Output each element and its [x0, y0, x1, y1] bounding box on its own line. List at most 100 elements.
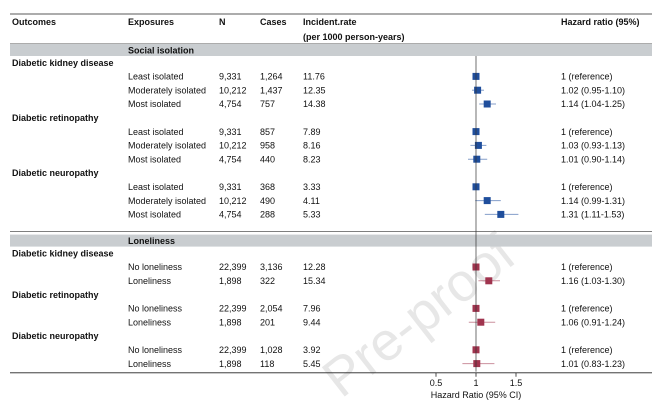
- cases-value: 958: [260, 141, 275, 151]
- hazard-ratio-label: 1 (reference): [561, 345, 613, 355]
- hazard-ratio-label: 1.01 (0.83-1.23): [561, 359, 625, 369]
- outcome-label: Diabetic retinopathy: [12, 290, 99, 300]
- rate-value: 5.33: [303, 210, 321, 220]
- rate-value: 11.76: [303, 72, 325, 82]
- rate-value: 8.16: [303, 141, 321, 151]
- hazard-ratio-label: 1.31 (1.11-1.53): [561, 210, 624, 220]
- n-value: 22,399: [219, 262, 247, 272]
- cases-value: 857: [260, 127, 275, 137]
- cases-value: 201: [260, 317, 275, 327]
- n-value: 9,331: [219, 182, 242, 192]
- exposure-label: No loneliness: [128, 304, 183, 314]
- hazard-ratio-label: 1 (reference): [561, 304, 613, 314]
- cases-value: 1,264: [260, 72, 283, 82]
- exposure-label: No loneliness: [128, 262, 183, 272]
- rate-value: 3.92: [303, 345, 321, 355]
- n-value: 1,898: [219, 317, 242, 327]
- n-value: 4,754: [219, 99, 242, 109]
- n-value: 9,331: [219, 72, 242, 82]
- col-header-rate: Incident.rate: [303, 17, 357, 27]
- cases-value: 1,437: [260, 85, 283, 95]
- hazard-ratio-label: 1 (reference): [561, 262, 613, 272]
- outcome-label: Diabetic neuropathy: [12, 331, 99, 341]
- hr-marker: [483, 100, 491, 108]
- cases-value: 1,028: [260, 345, 283, 355]
- hazard-ratio-label: 1.14 (1.04-1.25): [561, 99, 625, 109]
- cases-value: 368: [260, 182, 275, 192]
- col-header-rate-unit: (per 1000 person-years): [303, 32, 405, 42]
- rate-value: 7.89: [303, 127, 321, 137]
- hr-marker: [477, 318, 485, 326]
- exposure-label: Least isolated: [128, 72, 184, 82]
- hazard-ratio-label: 1 (reference): [561, 182, 613, 192]
- rate-value: 14.38: [303, 99, 326, 109]
- cases-value: 288: [260, 210, 275, 220]
- hr-marker: [473, 155, 481, 163]
- col-header-outcomes: Outcomes: [12, 17, 56, 27]
- hr-marker: [473, 360, 481, 368]
- rate-value: 4.11: [303, 196, 320, 206]
- rate-value: 3.33: [303, 182, 321, 192]
- hr-marker: [485, 277, 493, 285]
- outcome-label: Diabetic kidney disease: [12, 248, 114, 258]
- hazard-ratio-label: 1 (reference): [561, 72, 613, 82]
- hazard-ratio-label: 1.02 (0.95-1.10): [561, 85, 625, 95]
- col-header-cases: Cases: [260, 17, 287, 27]
- rate-value: 9.44: [303, 317, 321, 327]
- exposure-label: Moderately isolated: [128, 196, 206, 206]
- exposure-label: Least isolated: [128, 182, 184, 192]
- n-value: 22,399: [219, 304, 247, 314]
- outcome-label: Diabetic neuropathy: [12, 168, 99, 178]
- watermark: Pre-proof: [312, 222, 527, 408]
- n-value: 1,898: [219, 359, 242, 369]
- cases-value: 440: [260, 154, 275, 164]
- section-title: Loneliness: [128, 236, 175, 246]
- exposure-label: Loneliness: [128, 359, 172, 369]
- cases-value: 118: [260, 359, 274, 369]
- x-tick-label: 1.5: [510, 378, 523, 388]
- exposure-label: No loneliness: [128, 345, 183, 355]
- rate-value: 8.23: [303, 154, 321, 164]
- rate-value: 12.28: [303, 262, 326, 272]
- col-header-hazard-ratio: Hazard ratio (95%): [561, 17, 640, 27]
- hazard-ratio-label: 1.14 (0.99-1.31): [561, 196, 625, 206]
- exposure-label: Most isolated: [128, 99, 181, 109]
- hazard-ratio-label: 1.01 (0.90-1.14): [561, 154, 625, 164]
- section-band: [10, 234, 652, 247]
- n-value: 10,212: [219, 141, 247, 151]
- hazard-ratio-label: 1.16 (1.03-1.30): [561, 276, 625, 286]
- section-band: [10, 44, 652, 56]
- cases-value: 3,136: [260, 262, 283, 272]
- n-value: 4,754: [219, 210, 242, 220]
- n-value: 10,212: [219, 196, 247, 206]
- n-value: 10,212: [219, 85, 247, 95]
- cases-value: 322: [260, 276, 275, 286]
- hr-marker: [474, 86, 482, 94]
- hr-marker: [497, 210, 505, 218]
- exposure-label: Moderately isolated: [128, 85, 206, 95]
- exposure-label: Loneliness: [128, 276, 172, 286]
- outcome-label: Diabetic kidney disease: [12, 58, 114, 68]
- n-value: 9,331: [219, 127, 242, 137]
- x-axis-label: Hazard Ratio (95% CI): [431, 390, 522, 400]
- col-header-n: N: [219, 17, 226, 27]
- cases-value: 490: [260, 196, 275, 206]
- x-tick-label: 1: [473, 378, 478, 388]
- col-header-exposures: Exposures: [128, 17, 174, 27]
- rate-value: 7.96: [303, 304, 321, 314]
- n-value: 1,898: [219, 276, 242, 286]
- section-title: Social isolation: [128, 46, 194, 56]
- rate-value: 12.35: [303, 85, 326, 95]
- hazard-ratio-label: 1.06 (0.91-1.24): [561, 317, 625, 327]
- rate-value: 5.45: [303, 359, 321, 369]
- hr-marker: [474, 141, 482, 149]
- hazard-ratio-label: 1.03 (0.93-1.13): [561, 141, 625, 151]
- exposure-label: Least isolated: [128, 127, 184, 137]
- n-value: 4,754: [219, 154, 242, 164]
- hr-marker: [483, 197, 491, 205]
- exposure-label: Loneliness: [128, 317, 172, 327]
- exposure-label: Moderately isolated: [128, 141, 206, 151]
- hazard-ratio-label: 1 (reference): [561, 127, 613, 137]
- n-value: 22,399: [219, 345, 247, 355]
